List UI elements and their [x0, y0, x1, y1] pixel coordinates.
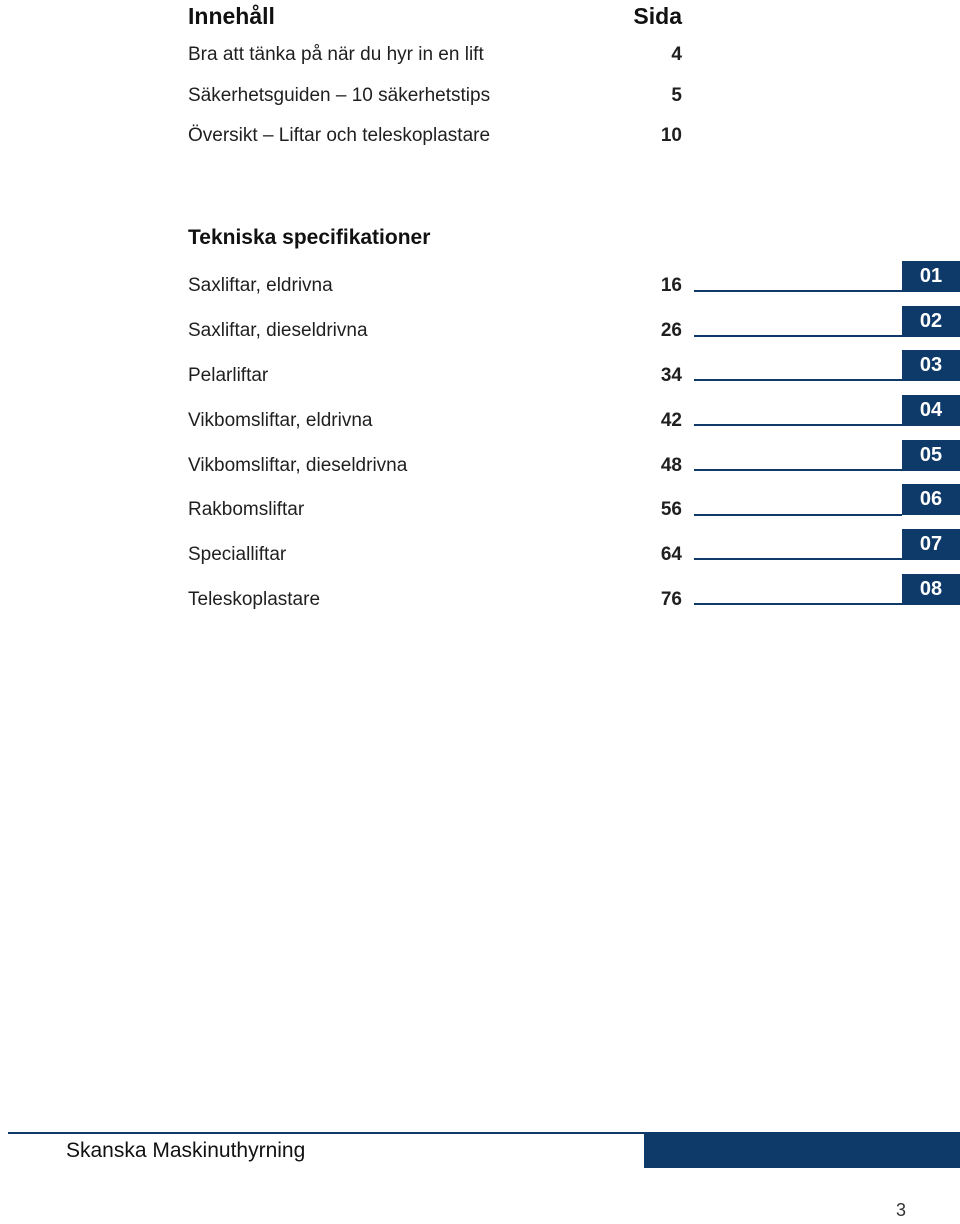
leader-line: [694, 469, 902, 471]
toc-title: Innehåll: [188, 2, 275, 29]
toc-row-page: 64: [660, 544, 682, 565]
toc-row-label: Översikt – Liftar och teleskoplastare: [188, 125, 491, 146]
toc-row-label: Saxliftar, dieseldrivna: [188, 320, 368, 341]
toc-row-page: 5: [671, 85, 682, 106]
toc-row-label: Bra att tänka på när du hyr in en lift: [188, 44, 484, 65]
section-tab-03[interactable]: 03: [902, 350, 960, 381]
section-title: Tekniska specifikationer: [188, 226, 431, 249]
section-tab-02[interactable]: 02: [902, 306, 960, 337]
toc-row-label: Saxliftar, eldrivna: [188, 275, 333, 296]
section-tab-06[interactable]: 06: [902, 484, 960, 515]
page-column-header: Sida: [633, 2, 682, 29]
section-tab-07[interactable]: 07: [902, 529, 960, 560]
leader-line: [694, 558, 902, 560]
toc-row[interactable]: Vikbomsliftar, dieseldrivna 48: [188, 455, 682, 477]
toc-row[interactable]: Teleskoplastare 76: [188, 589, 682, 611]
section-tab-05[interactable]: 05: [902, 440, 960, 471]
toc-row-label: Vikbomsliftar, eldrivna: [188, 410, 373, 431]
leader-line: [694, 290, 902, 292]
toc-header: Innehåll Sida: [188, 0, 682, 32]
toc-row[interactable]: Säkerhetsguiden – 10 säkerhetstips 5: [188, 85, 682, 107]
toc-row-label: Säkerhetsguiden – 10 säkerhetstips: [188, 85, 491, 106]
section-tab-01[interactable]: 01: [902, 261, 960, 292]
footer-company: Skanska Maskinuthyrning: [66, 1139, 306, 1162]
leader-line: [694, 424, 902, 426]
footer-divider: [8, 1132, 644, 1134]
toc-row[interactable]: Saxliftar, eldrivna 16: [188, 275, 682, 297]
page-number: 3: [896, 1200, 907, 1220]
toc-row-page: 26: [660, 320, 682, 341]
toc-row-label: Vikbomsliftar, dieseldrivna: [188, 455, 408, 476]
toc-row-label: Rakbomsliftar: [188, 499, 305, 520]
toc-row-label: Teleskoplastare: [188, 589, 321, 610]
toc-row-page: 10: [660, 125, 682, 146]
leader-line: [694, 379, 902, 381]
toc-row-page: 76: [660, 589, 682, 610]
toc-row-label: Pelarliftar: [188, 365, 269, 386]
leader-line: [694, 514, 902, 516]
section-tab-04[interactable]: 04: [902, 395, 960, 426]
toc-row[interactable]: Bra att tänka på när du hyr in en lift 4: [188, 44, 682, 66]
leader-line: [694, 335, 902, 337]
toc-row[interactable]: Vikbomsliftar, eldrivna 42: [188, 410, 682, 432]
toc-row-page: 34: [660, 365, 682, 386]
footer-color-bar: [644, 1132, 960, 1168]
toc-row-label: Specialliftar: [188, 544, 287, 565]
toc-row[interactable]: Specialliftar 64: [188, 544, 682, 566]
section-tab-08[interactable]: 08: [902, 574, 960, 605]
toc-row-page: 16: [660, 275, 682, 296]
leader-line: [694, 603, 902, 605]
toc-row-page: 42: [660, 410, 682, 431]
toc-row[interactable]: Översikt – Liftar och teleskoplastare 10: [188, 125, 682, 147]
toc-row[interactable]: Saxliftar, dieseldrivna 26: [188, 320, 682, 342]
toc-row-page: 56: [660, 499, 682, 520]
toc-row[interactable]: Pelarliftar 34: [188, 365, 682, 387]
toc-row-page: 4: [671, 44, 682, 65]
toc-row-page: 48: [660, 455, 682, 476]
toc-row[interactable]: Rakbomsliftar 56: [188, 499, 682, 521]
